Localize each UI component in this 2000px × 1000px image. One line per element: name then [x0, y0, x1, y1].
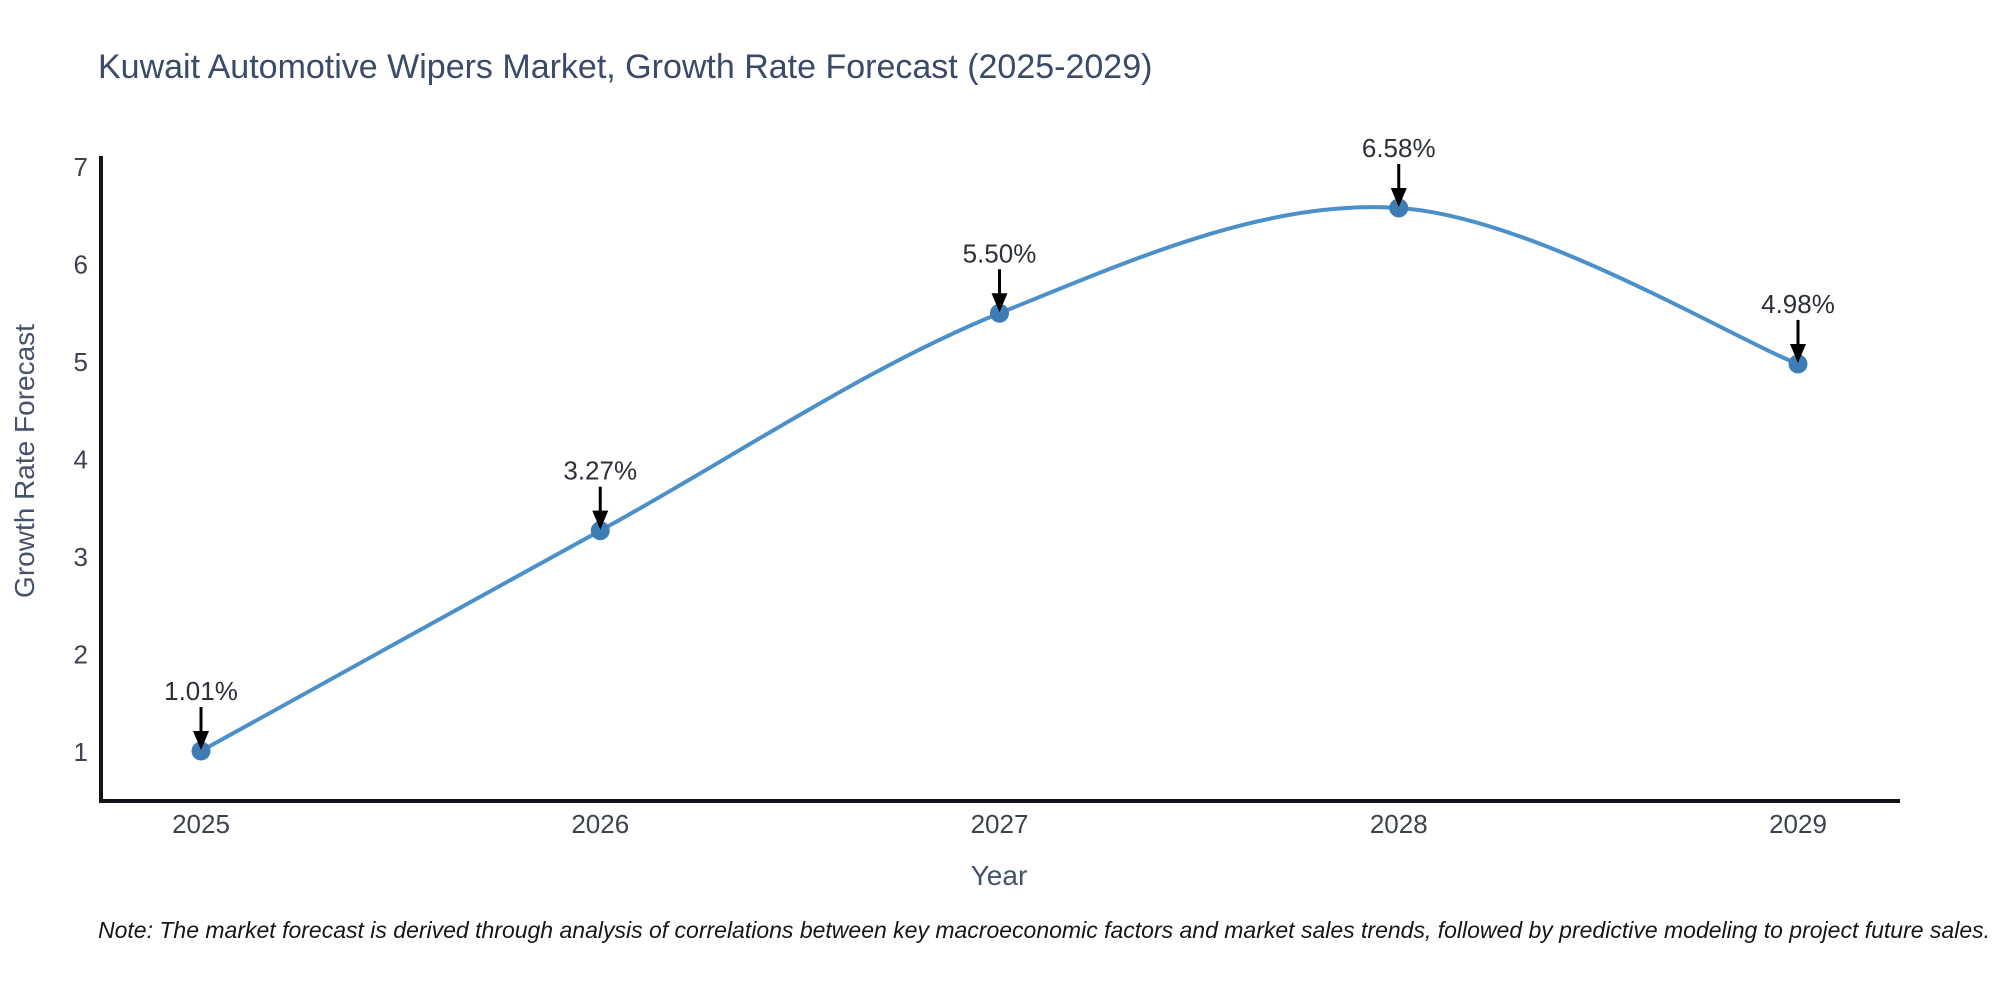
data-label-annotation: 6.58% [1362, 133, 1436, 207]
axis-lines [99, 156, 1900, 803]
x-tick-label: 2026 [571, 809, 629, 839]
arrow-head-icon [1790, 343, 1806, 363]
data-point-marker [191, 741, 211, 761]
data-label-annotation: 4.98% [1761, 289, 1835, 363]
data-point-marker [1389, 198, 1409, 218]
footnote: Note: The market forecast is derived thr… [98, 917, 1991, 943]
x-tick-label: 2027 [971, 809, 1029, 839]
y-tick-label: 2 [74, 640, 88, 670]
x-tick-label: 2028 [1370, 809, 1428, 839]
y-tick-label: 6 [74, 250, 88, 280]
x-tick-label: 2029 [1769, 809, 1827, 839]
y-tick-label: 3 [74, 542, 88, 572]
x-axis-title: Year [970, 860, 1028, 891]
data-point-marker [1788, 354, 1808, 374]
data-point-value-label: 5.50% [963, 238, 1037, 268]
data-label-annotation: 3.27% [563, 456, 637, 530]
data-point-value-label: 1.01% [164, 676, 238, 706]
y-axis-title: Growth Rate Forecast [9, 324, 40, 598]
data-point-value-label: 6.58% [1362, 133, 1436, 163]
arrow-head-icon [991, 293, 1008, 313]
arrow-head-icon [1390, 187, 1407, 207]
data-point-value-label: 4.98% [1761, 289, 1835, 319]
y-tick-label: 1 [74, 737, 88, 767]
y-tick-label: 5 [74, 347, 88, 377]
arrow-head-icon [193, 731, 209, 751]
data-label-annotation: 5.50% [963, 238, 1037, 313]
data-point-marker [990, 303, 1009, 323]
y-tick-label: 4 [74, 445, 88, 475]
arrow-head-icon [592, 510, 609, 530]
data-label-annotation: 1.01% [164, 676, 238, 751]
y-tick-label: 7 [74, 152, 88, 182]
data-point-marker [590, 521, 610, 541]
x-tick-label: 2025 [172, 809, 230, 839]
chart-title: Kuwait Automotive Wipers Market, Growth … [98, 48, 1153, 86]
data-point-value-label: 3.27% [563, 456, 637, 486]
